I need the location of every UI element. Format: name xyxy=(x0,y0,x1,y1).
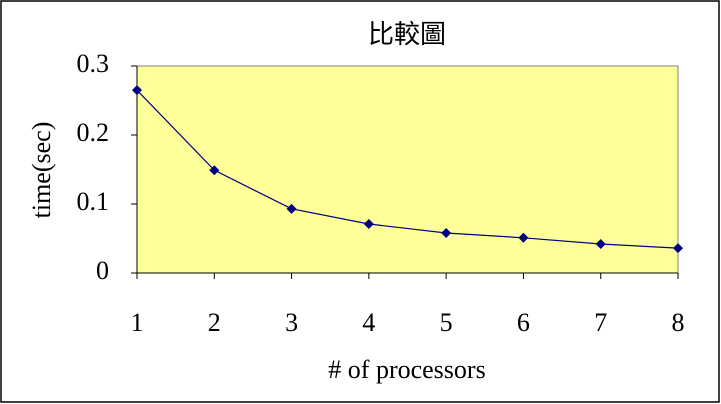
data-point xyxy=(441,227,452,238)
series-line xyxy=(136,89,679,249)
x-axis-title: # of processors xyxy=(328,355,485,384)
y-tick-label: 0.2 xyxy=(77,118,110,147)
data-point xyxy=(132,85,142,96)
data-point xyxy=(673,243,683,254)
y-tick-label: 0.3 xyxy=(77,49,110,78)
chart-title: 比較圖 xyxy=(368,20,446,49)
x-tick-label: 8 xyxy=(672,308,685,337)
data-point xyxy=(286,203,297,214)
x-tick-label: 3 xyxy=(285,308,298,337)
x-tick-label: 2 xyxy=(208,308,221,337)
y-axis-title: time(sec) xyxy=(27,122,56,219)
x-tick-label: 4 xyxy=(362,308,375,337)
data-point xyxy=(595,239,606,250)
y-tick-label: 0 xyxy=(96,256,109,285)
plot-area xyxy=(136,65,679,274)
x-tick-label: 6 xyxy=(517,308,530,337)
x-tick-label: 7 xyxy=(594,308,607,337)
data-point xyxy=(518,232,529,243)
data-point xyxy=(363,219,374,230)
x-tick-label: 1 xyxy=(131,308,144,337)
data-point xyxy=(209,165,220,176)
x-tick-label: 5 xyxy=(440,308,453,337)
y-tick-label: 0.1 xyxy=(77,187,110,216)
